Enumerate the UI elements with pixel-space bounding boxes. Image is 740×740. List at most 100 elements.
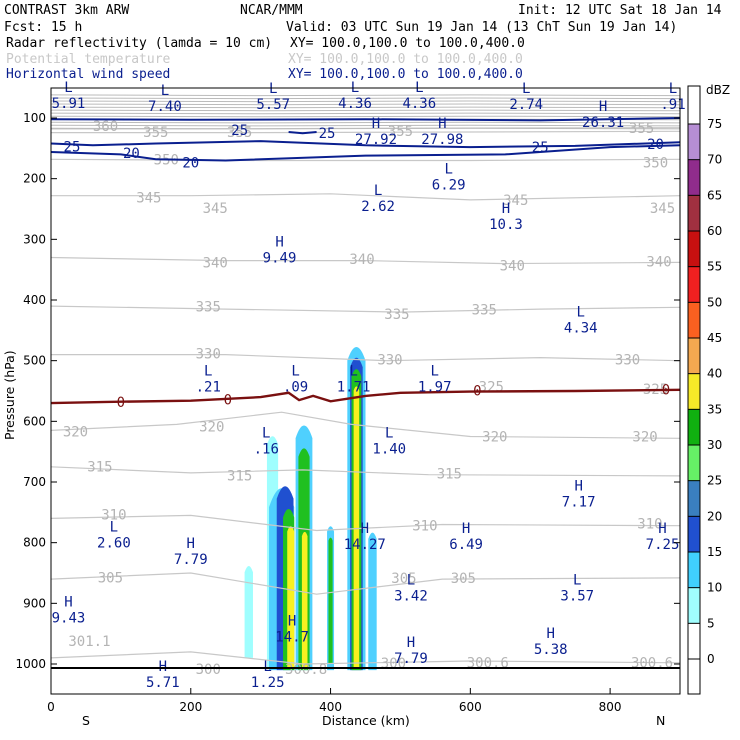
field-name-wind: Horizontal wind speed [6, 67, 170, 82]
extremum-value: 7.17 [562, 494, 596, 510]
colorbar-tick-label: 20 [707, 509, 722, 523]
reflectivity-cell [287, 526, 295, 668]
theta-contour-label: 340 [203, 256, 228, 272]
theta-contour-label: 320 [63, 424, 88, 440]
theta-contour [51, 103, 680, 106]
extremum-letter: H [275, 235, 283, 251]
extremum-letter: H [288, 614, 296, 630]
freezing-line-label: 0 [662, 382, 670, 398]
wind-contour [51, 144, 680, 162]
valid-time: Valid: 03 UTC Sun 19 Jan 14 (13 ChT Sun … [286, 20, 677, 35]
extremum-letter: L [573, 572, 581, 588]
theta-contour-label: 335 [472, 302, 497, 318]
theta-contour-label: 310 [101, 507, 126, 523]
colorbar-swatch [688, 338, 700, 374]
y-tick-label: 600 [23, 414, 46, 428]
colorbar-tick-label: 60 [707, 224, 722, 238]
y-tick-label: 800 [23, 536, 46, 550]
theta-contour-label: 330 [615, 353, 640, 369]
extremum-value: 2.62 [361, 199, 395, 215]
x-end-label-south: S [82, 713, 90, 728]
wind-contour-label: 20 [123, 146, 140, 162]
extremum-value: 3.42 [394, 588, 428, 604]
extremum-value: .91 [660, 97, 685, 113]
colorbar: dBZ 0 5 10 15 20 25 30 35 40 45 50 55 60 65 70 75 [687, 83, 730, 695]
extremum-letter: H [462, 521, 470, 537]
extremum-letter: L [385, 426, 393, 442]
extremum-value: 5.38 [534, 642, 568, 658]
wind-contour [51, 117, 680, 122]
colorbar-swatch [688, 266, 700, 303]
reflectivity-cell [328, 537, 333, 664]
field-name-reflectivity: Radar reflectivity (lamda = 10 cm) [6, 36, 272, 51]
extremum-letter: L [262, 426, 270, 442]
theta-contour [51, 411, 680, 439]
colorbar-tick-label: 15 [707, 545, 722, 559]
theta-contour-label: 355 [143, 125, 168, 141]
colorbar-swatch [688, 516, 700, 552]
extremum-value: 14.27 [344, 537, 386, 553]
extremum-value: 7.40 [148, 99, 182, 115]
theta-contour [51, 112, 680, 115]
field-name-theta: Potential temperature [6, 52, 171, 67]
theta-contour-label: 340 [646, 254, 671, 270]
extremum-value: 14.7 [275, 630, 309, 646]
center-title: NCAR/MMM [240, 3, 303, 18]
freezing-line-path [51, 388, 680, 405]
y-tick-label: 100 [23, 111, 46, 125]
y-tick-label: 900 [23, 596, 46, 610]
colorbar-unit: dBZ [706, 83, 730, 97]
theta-contour-label: 345 [650, 201, 675, 217]
header: CONTRAST 3km ARW NCAR/MMM Init: 12 UTC S… [4, 3, 722, 82]
extremum-value: 2.74 [509, 97, 543, 113]
theta-contour [51, 106, 680, 109]
colorbar-tick-label: 5 [707, 616, 715, 630]
x-tick-label: 800 [599, 700, 622, 714]
theta-contour-label: 340 [500, 259, 525, 275]
field-xy-reflectivity: XY= 100.0,100.0 to 100.0,400.0 [290, 36, 525, 51]
theta-contour-label: 325 [479, 379, 504, 395]
reflectivity-cells [244, 347, 377, 671]
wind-contour-label: 25 [231, 123, 248, 139]
field-xy-wind: XY= 100.0,100.0 to 100.0,400.0 [288, 67, 523, 82]
colorbar-frame [687, 85, 701, 695]
colorbar-swatch [688, 659, 700, 694]
theta-contour-label: 320 [482, 430, 507, 446]
extremum-letter: H [658, 521, 666, 537]
y-tick-label: 700 [23, 475, 46, 489]
extremum-value: .09 [283, 380, 308, 396]
wind-contours: 25 20 20 25 25 25 20 [51, 117, 680, 171]
theta-contour-label: 315 [437, 467, 462, 483]
colorbar-tick-label: 75 [707, 117, 722, 131]
extremum-letter: H [599, 99, 607, 115]
theta-contour-label: 350 [643, 156, 668, 172]
extremum-value: 3.57 [560, 588, 594, 604]
theta-contour-label: 355 [629, 121, 654, 137]
colorbar-swatch [688, 373, 700, 410]
theta-contour [51, 256, 680, 265]
theta-contour-label: 345 [503, 193, 528, 209]
colorbar-tick-label: 35 [707, 402, 722, 416]
extremum-letter: L [374, 183, 382, 199]
y-tick-label: 400 [23, 293, 46, 307]
theta-contour [51, 305, 680, 313]
colorbar-swatch [688, 552, 700, 588]
extremum-letter: L [349, 364, 357, 380]
freezing-line: 0 0 0 0 [51, 382, 680, 411]
theta-contour [51, 354, 680, 362]
theta-contour-label: 355 [227, 125, 252, 141]
colorbar-swatch [688, 302, 700, 338]
extremum-value: 26.31 [582, 115, 624, 131]
freezing-line-label: 0 [473, 384, 481, 400]
extremum-value: 1.71 [337, 380, 371, 396]
colorbar-tick-label: 55 [707, 260, 722, 274]
theta-contour [51, 124, 680, 127]
y-tick-label: 500 [23, 354, 46, 368]
wind-contour [51, 140, 680, 149]
extremum-letter: L [407, 572, 415, 588]
y-tick-label: 300 [23, 232, 46, 246]
theta-contour-label: 340 [349, 252, 374, 268]
wind-contour-label: 25 [532, 140, 549, 156]
extremum-letter: L [291, 364, 299, 380]
